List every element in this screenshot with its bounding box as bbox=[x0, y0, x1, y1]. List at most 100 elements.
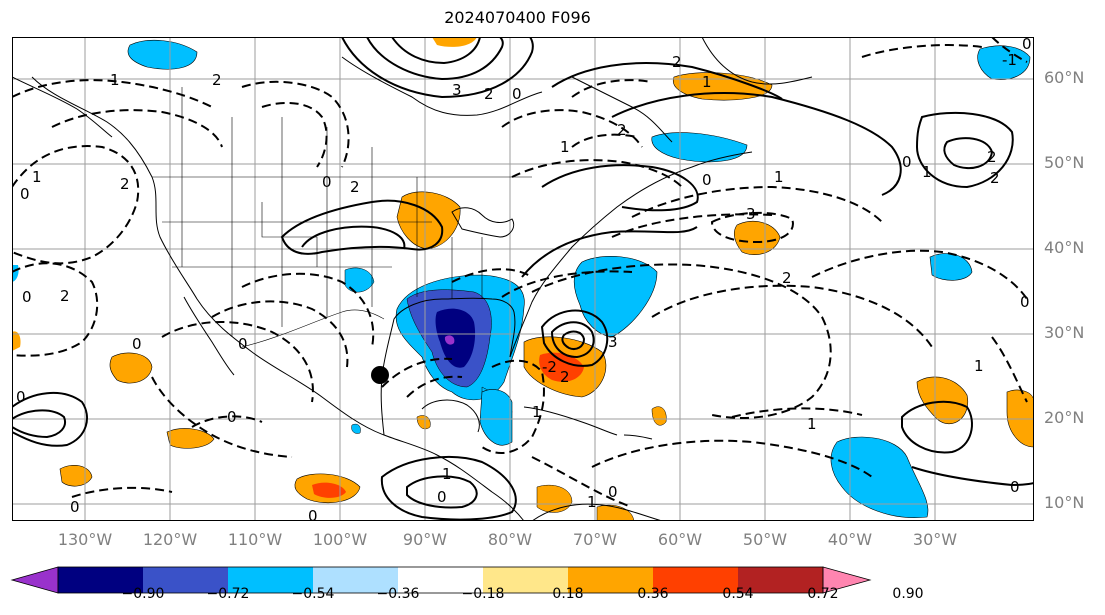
contour-label: 1 bbox=[922, 163, 932, 181]
pacific-positive-c bbox=[59, 464, 93, 487]
contour-label: 0 bbox=[70, 498, 80, 516]
baja bbox=[183, 296, 235, 376]
map-title: 2024070400 F096 bbox=[444, 8, 591, 27]
greenland bbox=[701, 37, 813, 85]
gulf-coast-mexico bbox=[380, 298, 443, 436]
lon-label-40w: 40°W bbox=[827, 530, 873, 549]
lat-label-60n: 60°N bbox=[1044, 68, 1085, 87]
gulf-negative-peak bbox=[444, 335, 455, 345]
contour-label: 2 bbox=[672, 53, 682, 71]
lat-label-20n: 20°N bbox=[1044, 408, 1085, 427]
colorbar-tick: −0.90 bbox=[121, 586, 165, 602]
mexico-negative bbox=[344, 267, 375, 293]
lon-label-130w: 130°W bbox=[57, 530, 113, 549]
contour-label: 2 bbox=[350, 178, 360, 196]
hispaniola bbox=[623, 434, 653, 440]
contour-label: 1 bbox=[774, 168, 784, 186]
contour-label: 0 bbox=[608, 483, 618, 501]
colorbar-tick: −0.18 bbox=[461, 586, 505, 602]
contour-label: 2 bbox=[120, 175, 130, 193]
contour-label: 1 bbox=[532, 403, 542, 421]
colorbar-tick: 0.90 bbox=[892, 586, 924, 602]
contour-label: 0 bbox=[702, 171, 712, 189]
labrador-coast bbox=[571, 76, 673, 143]
colorbar-tick: −0.54 bbox=[291, 586, 335, 602]
tropical-atlantic-negative bbox=[830, 436, 929, 518]
contour-label: 1 bbox=[587, 493, 597, 511]
lon-label-30w: 30°W bbox=[912, 530, 958, 549]
coastlines bbox=[12, 37, 813, 521]
colorbar-segment bbox=[228, 567, 313, 593]
colorbar-segment bbox=[58, 567, 143, 593]
contour-label: 0 bbox=[1020, 293, 1030, 311]
lon-label-80w: 80°W bbox=[487, 530, 533, 549]
colorbar-tick: −0.36 bbox=[376, 586, 420, 602]
colorbar-segment bbox=[653, 567, 738, 593]
contour-label: 0 bbox=[16, 388, 26, 406]
contour-label: 0 bbox=[20, 185, 30, 203]
contour-label: 0 bbox=[437, 488, 447, 506]
contour-label: 0 bbox=[308, 507, 318, 521]
contour-label: 2 bbox=[484, 85, 494, 103]
contour-label: 0 bbox=[512, 85, 522, 103]
storm-position-marker bbox=[371, 366, 389, 384]
colorbar-tick: 0.72 bbox=[807, 586, 839, 602]
colorbar bbox=[10, 566, 872, 594]
colorbar-tick: 0.18 bbox=[552, 586, 584, 602]
west-edge-positive bbox=[12, 331, 21, 351]
contour-label: 2 bbox=[987, 148, 997, 166]
contour-label: 3 bbox=[746, 205, 756, 223]
colorbar-tick: 0.36 bbox=[637, 586, 669, 602]
lat-label-40n: 40°N bbox=[1044, 238, 1085, 257]
newfoundland-negative bbox=[651, 132, 748, 163]
hudson-bay bbox=[341, 56, 543, 116]
caribbean-negative bbox=[479, 389, 513, 446]
lat-label-50n: 50°N bbox=[1044, 153, 1085, 172]
colorbar-segment bbox=[483, 567, 568, 593]
alaska-coast bbox=[12, 76, 113, 138]
central-america-negative bbox=[351, 423, 361, 434]
lesser-antilles-positive bbox=[651, 406, 667, 426]
great-lakes bbox=[451, 207, 515, 238]
colorbar-tick: 0.54 bbox=[722, 586, 754, 602]
lon-label-70w: 70°W bbox=[572, 530, 618, 549]
graticule bbox=[12, 37, 1034, 521]
contour-label: 0 bbox=[22, 288, 32, 306]
great-lakes-positive bbox=[396, 191, 461, 250]
contour-label: -1 bbox=[1002, 51, 1017, 69]
pacific-coast bbox=[31, 76, 525, 521]
lon-label-100w: 100°W bbox=[312, 530, 368, 549]
contour-label: 2 bbox=[617, 121, 627, 139]
contour-label: 1 bbox=[442, 465, 452, 483]
colorbar-segment bbox=[313, 567, 398, 593]
colorbar-segment bbox=[398, 567, 483, 593]
contour-label: 0 bbox=[1022, 37, 1032, 53]
lon-label-110w: 110°W bbox=[227, 530, 283, 549]
lon-label-90w: 90°W bbox=[402, 530, 448, 549]
contour-label: 0 bbox=[132, 335, 142, 353]
cuba bbox=[523, 406, 618, 436]
contour-label: 1 bbox=[560, 138, 570, 156]
gulf-coast-us bbox=[441, 297, 516, 358]
colorbar-segment bbox=[143, 567, 228, 593]
colorbar-tick: −0.72 bbox=[206, 586, 250, 602]
east-atlantic-negative bbox=[929, 253, 973, 281]
pacific-positive-a bbox=[109, 352, 153, 384]
contour-label: 0 bbox=[322, 173, 332, 191]
contour-label: 3 bbox=[452, 81, 462, 99]
map-panel: 1 2 2 3 2 1 0 -1 0 2 1 2 2 1 0 1 0 2 0 1… bbox=[12, 37, 1034, 521]
contour-label: -2 bbox=[542, 358, 557, 376]
north-atlantic-positive-top bbox=[432, 37, 477, 47]
iceland-negative bbox=[977, 45, 1031, 80]
atlantic-coast bbox=[509, 151, 753, 358]
north-pacific-negative bbox=[127, 40, 198, 70]
gulf-negative-core bbox=[435, 308, 476, 368]
contour-label: 2 bbox=[60, 287, 70, 305]
contour-label: 1 bbox=[702, 73, 712, 91]
yucatan bbox=[421, 399, 480, 433]
lat-label-10n: 10°N bbox=[1044, 493, 1085, 512]
contour-label: 1 bbox=[110, 71, 120, 89]
colorbar-segments bbox=[10, 566, 872, 594]
contours-solid bbox=[12, 37, 1034, 521]
south-positive bbox=[536, 484, 573, 513]
